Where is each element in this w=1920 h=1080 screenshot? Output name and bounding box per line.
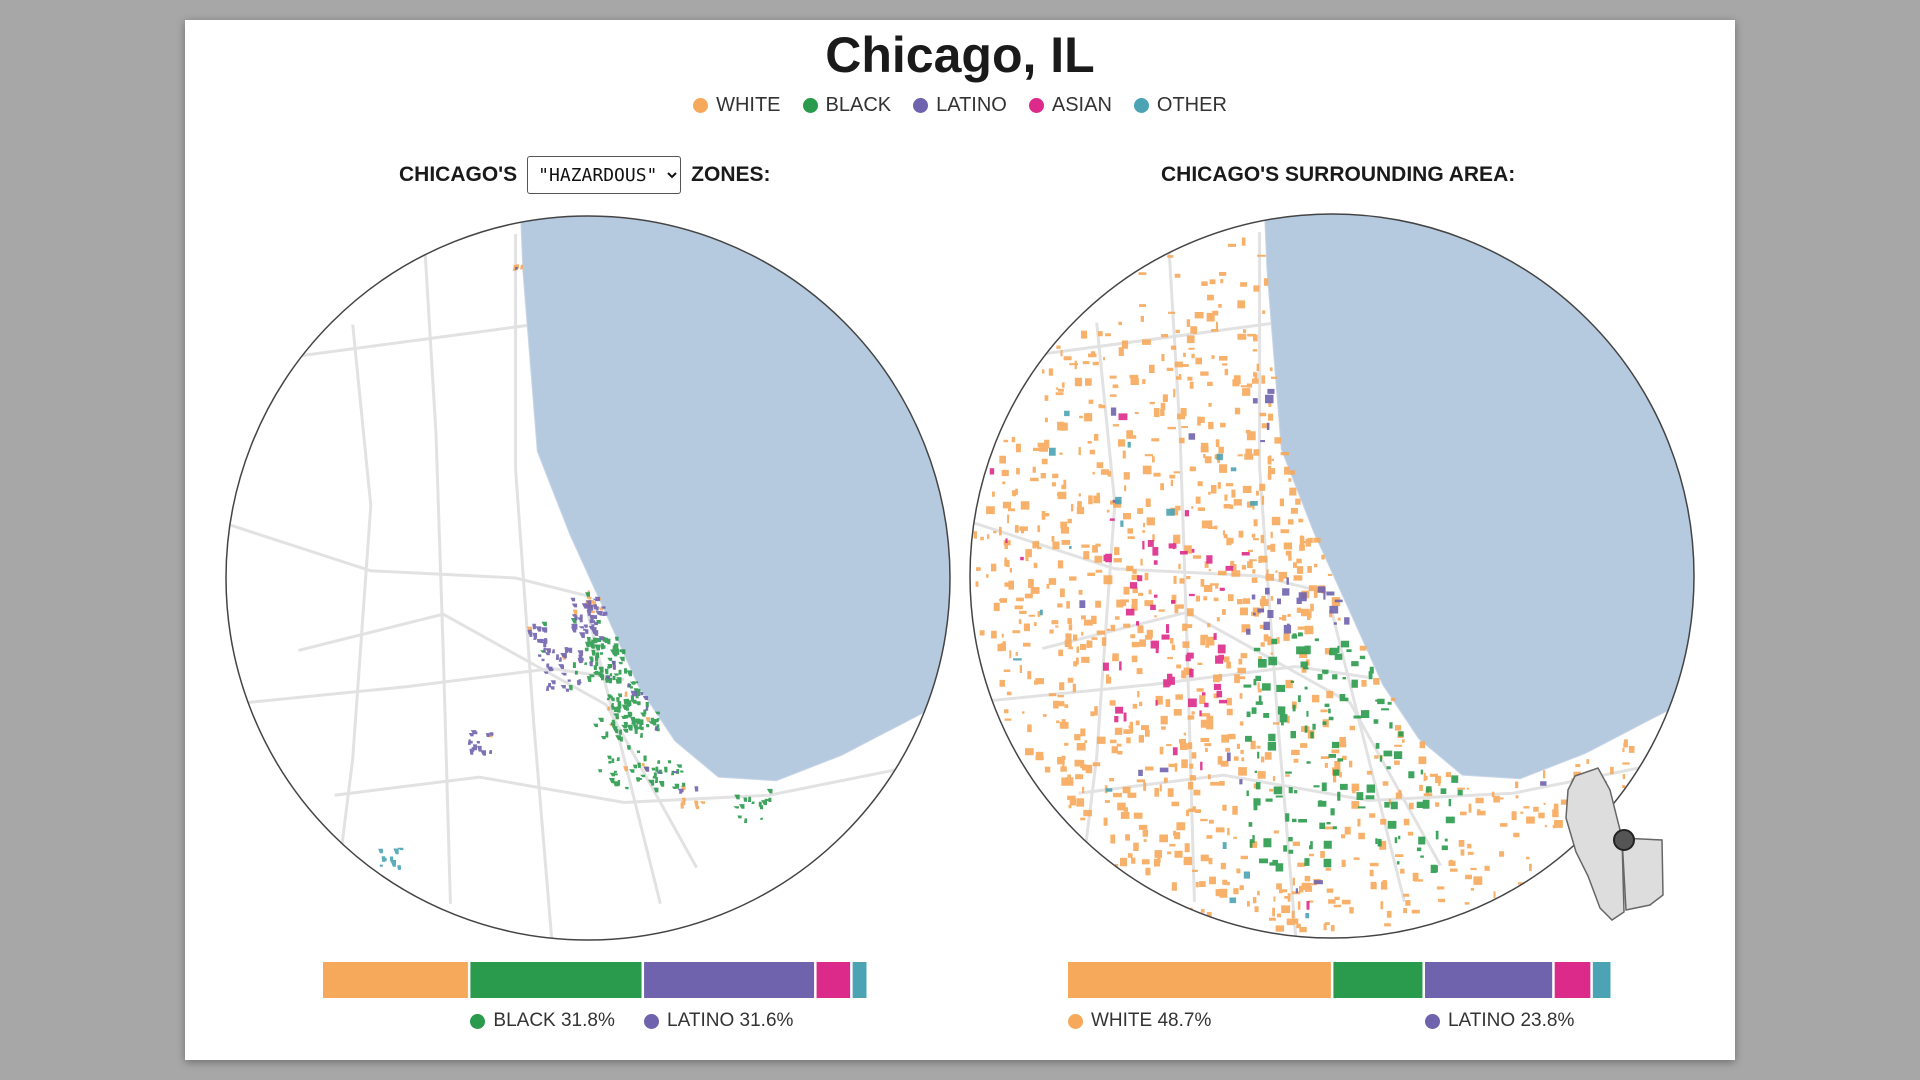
callout-label: WHITE 48.7% <box>1091 1010 1212 1031</box>
composition-segment <box>1424 962 1553 998</box>
road <box>514 234 554 940</box>
population-dots <box>540 592 773 823</box>
left-label: CHICAGO'S <box>399 163 518 186</box>
legend-item: LATINO <box>913 94 1007 117</box>
legend-dot <box>913 98 929 113</box>
legend-label: OTHER <box>1156 94 1227 116</box>
left-map <box>226 216 950 940</box>
locator-inset <box>1565 767 1664 921</box>
road <box>1006 321 1278 361</box>
zone-select[interactable]: "HAZARDOUS" <box>527 156 682 194</box>
road <box>334 757 950 804</box>
road <box>262 323 534 363</box>
legend-label: LATINO <box>936 94 1007 116</box>
road <box>1330 611 1406 903</box>
callout-label: LATINO 23.8% <box>1447 1010 1575 1031</box>
legend-item: WHITE <box>693 94 781 117</box>
road <box>298 612 698 869</box>
composition-segment <box>1068 962 1331 998</box>
callout: LATINO 31.6% <box>644 1010 793 1032</box>
road <box>333 324 373 904</box>
right-label: CHICAGO'S SURROUNDING AREA: <box>1161 163 1516 186</box>
locator-dot <box>1613 829 1635 851</box>
composition-segment <box>1333 962 1423 998</box>
callout-label: BLACK 31.8% <box>493 1010 615 1031</box>
road <box>226 666 625 707</box>
road <box>1077 322 1117 902</box>
callout: WHITE 48.7% <box>1068 1010 1211 1032</box>
legend-item: OTHER <box>1133 94 1227 117</box>
composition-segment <box>852 962 867 998</box>
callout: BLACK 31.8% <box>470 1010 615 1032</box>
legend-dot <box>802 98 818 113</box>
right-map-border <box>969 213 1695 939</box>
composition-segment <box>323 962 468 998</box>
population-dots <box>378 847 404 870</box>
road <box>970 664 1369 705</box>
legend-dot <box>1133 98 1149 113</box>
legend-label: BLACK <box>825 94 892 116</box>
left-label-end: ZONES: <box>691 163 771 186</box>
composition-segment <box>816 962 851 998</box>
road <box>586 613 662 905</box>
legend-item: ASIAN <box>1028 94 1112 117</box>
road <box>226 522 589 598</box>
illinois <box>1565 767 1625 921</box>
legend-label: ASIAN <box>1051 94 1112 116</box>
composition-segment <box>1592 962 1611 998</box>
composition-segment <box>644 962 815 998</box>
composition-segment <box>1554 962 1591 998</box>
composition-segment <box>470 962 642 998</box>
callout-dot <box>1424 1013 1440 1029</box>
population-dots <box>1243 632 1463 873</box>
road <box>423 252 452 904</box>
legend-dot <box>1028 98 1044 113</box>
callout-dot <box>470 1013 486 1029</box>
left-heading: CHICAGO'S "HAZARDOUS" ZONES: <box>399 156 771 194</box>
callout-dot <box>644 1013 660 1029</box>
legend-label: WHITE <box>716 94 781 116</box>
left-map-border <box>225 215 951 941</box>
callout-label: LATINO 31.6% <box>667 1010 794 1031</box>
callout-dot <box>1068 1013 1083 1029</box>
legend-item: BLACK <box>802 94 892 117</box>
callout: LATINO 23.8% <box>1424 1010 1575 1032</box>
right-heading: CHICAGO'S SURROUNDING AREA: <box>1161 163 1515 187</box>
legend-dot <box>693 98 709 113</box>
legend: WHITE BLACK LATINO ASIAN OTHER <box>0 94 1920 117</box>
road <box>970 520 1333 596</box>
title: Chicago, IL <box>825 27 1095 83</box>
indiana <box>1621 837 1664 911</box>
